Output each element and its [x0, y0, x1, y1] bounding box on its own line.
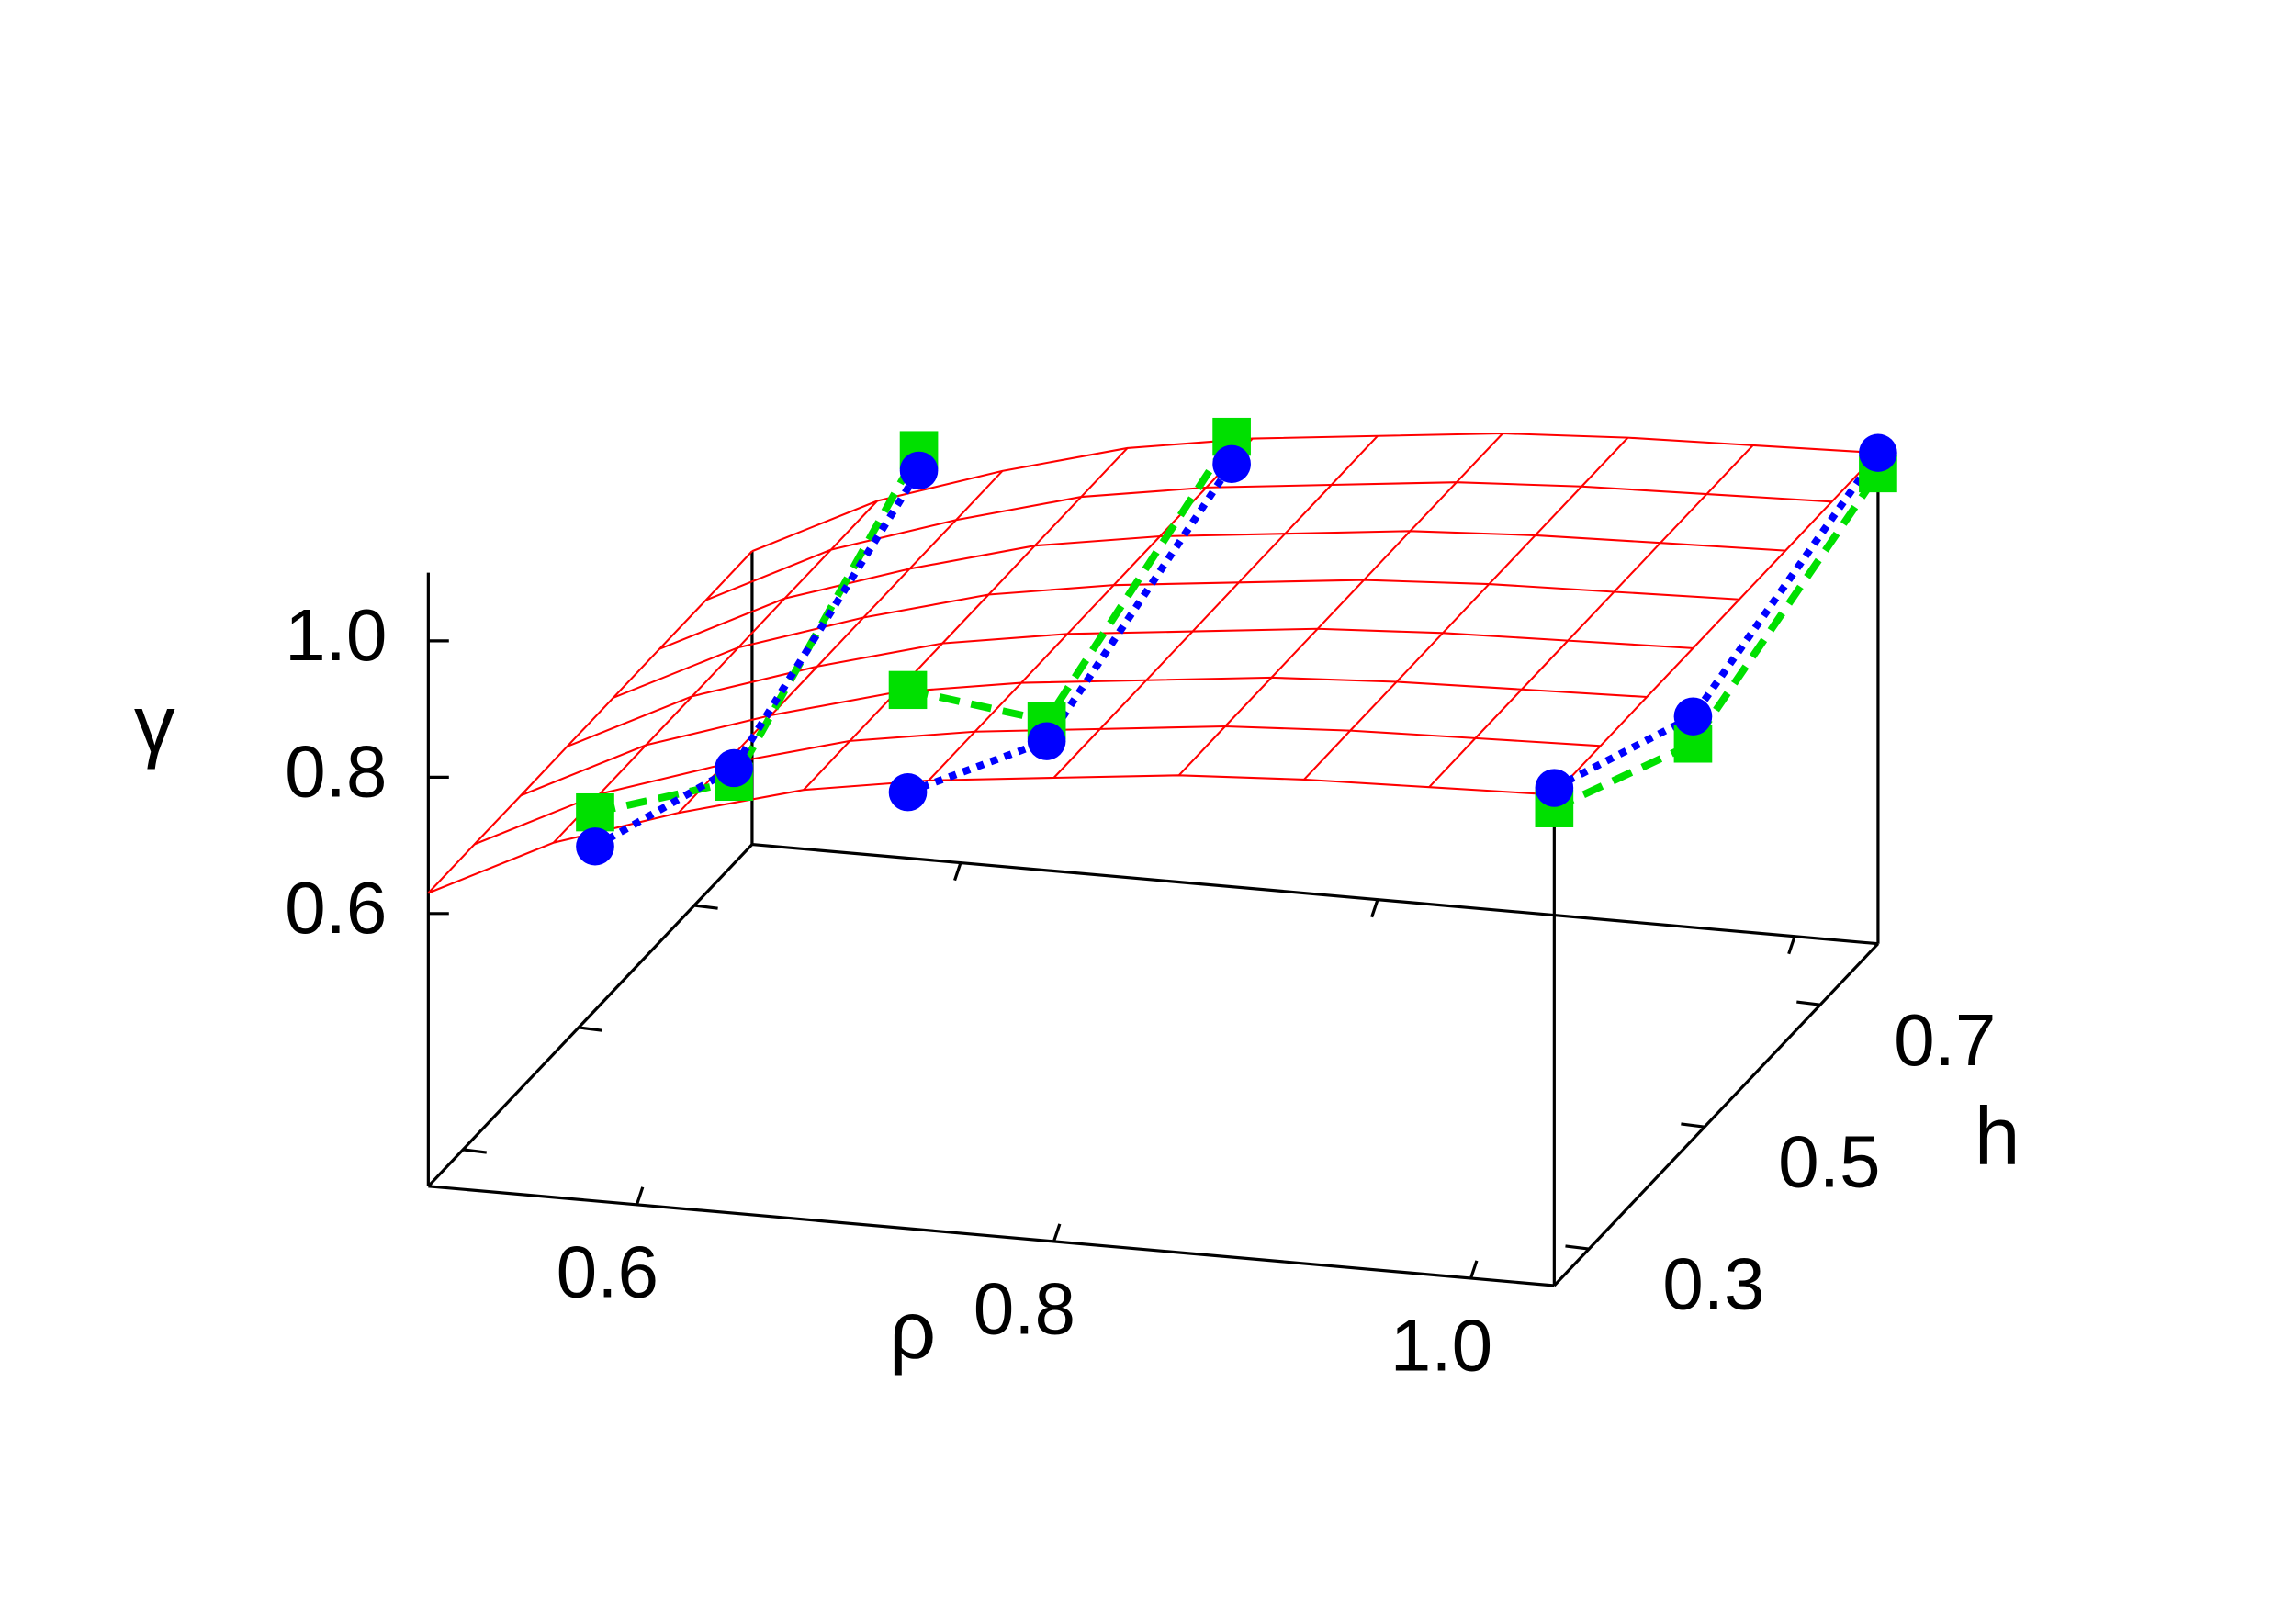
- x-tick: [1052, 1223, 1062, 1242]
- x-tick-label: 0.8: [974, 1268, 1075, 1350]
- surface-line: [567, 627, 1694, 747]
- marker: [1859, 433, 1897, 472]
- base-edge: [1553, 942, 1880, 1287]
- series-line: [1552, 471, 1882, 812]
- x-tick-label: 0.6: [557, 1231, 658, 1313]
- y-tick: [1681, 1122, 1705, 1129]
- y-tick-label: 0.3: [1662, 1243, 1764, 1325]
- marker: [888, 670, 928, 710]
- x-axis-label: ρ: [889, 1285, 936, 1377]
- y-tick-label: 0.7: [1894, 999, 1996, 1081]
- z-tick-label: 1.0: [285, 594, 387, 676]
- surface-line: [928, 437, 1254, 781]
- marker: [715, 748, 753, 788]
- y-tick: [1796, 1000, 1821, 1006]
- plot-area: γ ρ h 0.6 0.8 1.0 0.6 0.8 1.0 0.30.50.7: [134, 417, 2020, 1387]
- z-tick-label: 0.6: [285, 867, 387, 949]
- marker: [1212, 444, 1251, 483]
- marker: [899, 451, 939, 490]
- x-tick: [953, 862, 962, 882]
- surface-line: [427, 550, 753, 894]
- y-tick: [1565, 1244, 1590, 1251]
- marker: [1673, 697, 1713, 736]
- surface-line: [751, 432, 1878, 553]
- base-edge: [751, 842, 1879, 946]
- y-tick: [578, 1026, 602, 1032]
- marker: [1027, 722, 1066, 760]
- surface-line: [705, 481, 1832, 601]
- surface-line: [1177, 433, 1504, 776]
- base-edge: [427, 843, 754, 1187]
- series-line: [592, 468, 922, 850]
- marker: [576, 792, 614, 832]
- series-line: [1552, 450, 1882, 792]
- x-tick-label: 1.0: [1390, 1305, 1492, 1387]
- z-axis-label: γ: [134, 678, 175, 770]
- surface-line: [1428, 444, 1754, 788]
- marker: [1535, 769, 1574, 807]
- y-axis-label: h: [1975, 1090, 2020, 1182]
- surface-line: [1553, 452, 1879, 796]
- surface-line: [552, 500, 878, 844]
- y-tick-label: 0.5: [1778, 1121, 1880, 1203]
- surface-line: [803, 447, 1129, 791]
- base-edge: [428, 1185, 1555, 1287]
- z-tick-label: 0.8: [285, 731, 387, 813]
- y-tick: [462, 1148, 487, 1154]
- surface-line: [520, 676, 1648, 797]
- marker: [888, 773, 928, 812]
- x-tick: [635, 1186, 645, 1206]
- surface-line: [427, 774, 1555, 894]
- surface-line: [1303, 436, 1629, 781]
- surface-line: [1052, 435, 1379, 779]
- x-tick: [1787, 936, 1796, 955]
- marker: [576, 827, 614, 866]
- y-tick: [693, 904, 718, 910]
- surface-line: [613, 579, 1739, 699]
- series-line: [906, 434, 1235, 725]
- x-tick: [1370, 899, 1379, 918]
- x-tick: [1469, 1260, 1479, 1279]
